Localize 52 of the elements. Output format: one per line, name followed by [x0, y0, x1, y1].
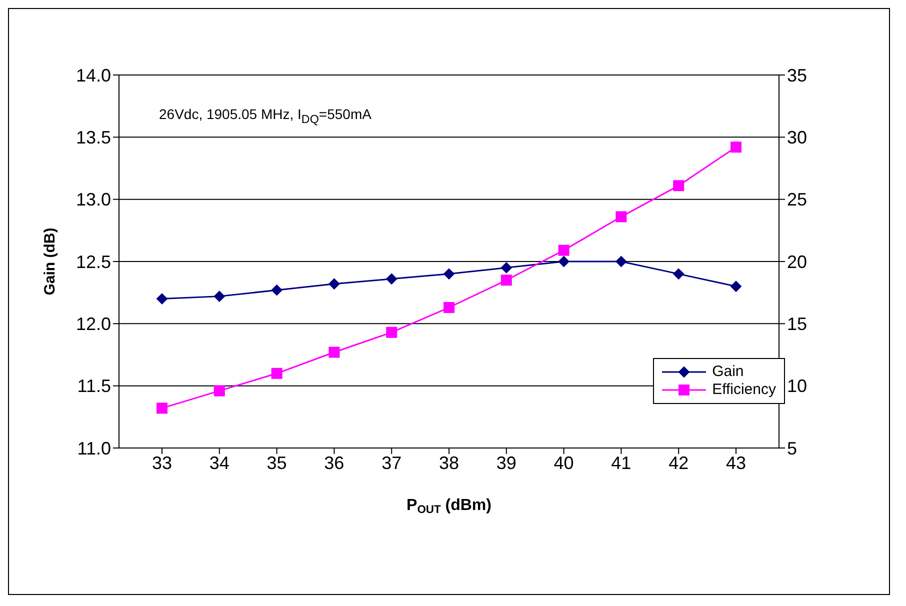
x-tick-label: 36 [324, 452, 344, 473]
y2-tick-label: 35 [787, 65, 808, 86]
y2-tick-label: 20 [787, 252, 808, 272]
legend-label: Gain [712, 363, 744, 381]
point [271, 284, 282, 296]
annotation: 26Vdc, 1905.05 MHz, I$_{DQ}$=550mA [159, 106, 372, 126]
point [558, 244, 570, 256]
y2-tick-label: 5 [787, 438, 798, 458]
y2-tick-label: 10 [787, 376, 808, 396]
y2-tick-label: 30 [787, 128, 808, 148]
x-tick-label: 37 [382, 452, 402, 473]
point [271, 368, 282, 379]
legend-label: Efficiency [712, 381, 776, 399]
point [328, 346, 340, 358]
x-axis-title: P$_{OUT}$ (dBm) [406, 497, 492, 516]
x-tick-label: 34 [209, 452, 230, 473]
point [730, 280, 742, 292]
y-tick-label: 12.5 [76, 252, 111, 272]
point [616, 211, 627, 222]
y-tick-label: 13.5 [76, 128, 111, 148]
y-tick-label: 11.5 [77, 376, 111, 396]
point [214, 290, 225, 302]
y-tick-label: 11.0 [77, 438, 111, 458]
point [156, 293, 168, 304]
y-tick-label: 13.0 [76, 190, 111, 210]
point [386, 326, 398, 338]
point [444, 302, 454, 314]
x-tick-label: 42 [668, 452, 689, 473]
x-tick-label: 43 [726, 452, 746, 473]
x-tick-label: 33 [152, 452, 172, 473]
point [444, 268, 454, 280]
x-tick-label: 40 [554, 452, 574, 473]
x-tick-label: 41 [611, 452, 632, 473]
point [730, 142, 742, 153]
point [558, 256, 570, 267]
x-tick-label: 35 [266, 452, 287, 473]
y-axis-title: Gain (dB) [41, 228, 58, 296]
y-tick-label: 12.0 [76, 314, 111, 334]
point [673, 180, 684, 192]
point [386, 273, 398, 284]
point [500, 262, 512, 274]
point [500, 274, 512, 286]
point [673, 268, 684, 280]
point [214, 385, 225, 396]
y2-tick-label: 15 [787, 314, 808, 334]
x-tick-label: 39 [496, 452, 516, 473]
y2-tick-label: 25 [787, 190, 808, 210]
y-tick-label: 14.0 [76, 65, 111, 86]
x-tick-label: 38 [438, 452, 460, 473]
point [616, 256, 627, 267]
point [156, 402, 168, 414]
point [328, 278, 340, 290]
